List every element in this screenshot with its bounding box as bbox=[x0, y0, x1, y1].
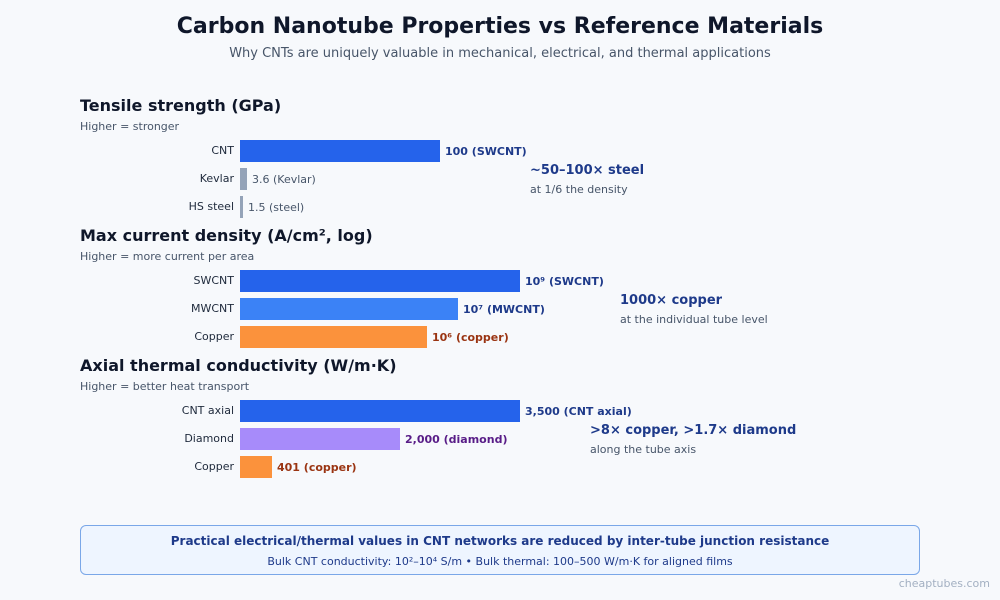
bar bbox=[240, 168, 247, 190]
page-title: Carbon Nanotube Properties vs Reference … bbox=[176, 14, 824, 39]
bar-row: Diamond 2,000 (diamond) bbox=[0, 428, 1000, 450]
footer-note-box: Practical electrical/thermal values in C… bbox=[80, 525, 920, 575]
value-label: 2,000 (diamond) bbox=[405, 433, 508, 446]
value-label: 10⁹ (SWCNT) bbox=[525, 275, 604, 288]
chart-subtitle: Higher = more current per area bbox=[80, 250, 255, 263]
bar bbox=[240, 298, 458, 320]
category-label: Copper bbox=[194, 330, 234, 343]
annotation-sub: at the individual tube level bbox=[620, 313, 768, 326]
bar-row: Kevlar 3.6 (Kevlar) bbox=[0, 168, 1000, 190]
category-label: Diamond bbox=[184, 432, 234, 445]
footer-sub-text: Bulk CNT conductivity: 10²–10⁴ S/m • Bul… bbox=[267, 555, 733, 568]
value-label: 3,500 (CNT axial) bbox=[525, 405, 632, 418]
category-label: MWCNT bbox=[191, 302, 234, 315]
annotation-main: 1000× copper bbox=[620, 293, 723, 308]
bar bbox=[240, 326, 427, 348]
bar bbox=[240, 456, 272, 478]
annotation-sub: at 1/6 the density bbox=[530, 183, 628, 196]
category-label: CNT axial bbox=[181, 404, 234, 417]
chart-subtitle: Higher = better heat transport bbox=[80, 380, 250, 393]
chart-current-density: Max current density (A/cm², log) Higher … bbox=[0, 226, 1000, 356]
bar bbox=[240, 140, 440, 162]
value-label: 10⁶ (copper) bbox=[432, 331, 509, 344]
category-label: Kevlar bbox=[199, 172, 234, 185]
category-label: SWCNT bbox=[193, 274, 235, 287]
chart-tensile-strength: Tensile strength (GPa) Higher = stronger… bbox=[0, 96, 1000, 226]
value-label: 100 (SWCNT) bbox=[445, 145, 527, 158]
watermark: cheaptubes.com bbox=[898, 577, 990, 590]
value-label: 10⁷ (MWCNT) bbox=[463, 303, 545, 316]
value-label: 401 (copper) bbox=[277, 461, 357, 474]
annotation-main: ~50–100× steel bbox=[530, 163, 645, 178]
bar bbox=[240, 270, 520, 292]
bar bbox=[240, 400, 520, 422]
chart-title: Max current density (A/cm², log) bbox=[80, 226, 373, 245]
chart-thermal-conductivity: Axial thermal conductivity (W/m·K) Highe… bbox=[0, 356, 1000, 486]
bar-row: CNT axial 3,500 (CNT axial) bbox=[0, 400, 1000, 422]
bar bbox=[240, 428, 400, 450]
chart-title: Tensile strength (GPa) bbox=[80, 96, 282, 115]
chart-title: Axial thermal conductivity (W/m·K) bbox=[80, 356, 397, 375]
category-label: CNT bbox=[211, 144, 234, 157]
bar-row: SWCNT 10⁹ (SWCNT) bbox=[0, 270, 1000, 292]
footer-main-text: Practical electrical/thermal values in C… bbox=[170, 534, 830, 548]
value-label: 1.5 (steel) bbox=[248, 201, 305, 214]
category-label: Copper bbox=[194, 460, 234, 473]
annotation-main: >8× copper, >1.7× diamond bbox=[590, 423, 797, 438]
annotation-sub: along the tube axis bbox=[590, 443, 697, 456]
bar-row: MWCNT 10⁷ (MWCNT) bbox=[0, 298, 1000, 320]
chart-subtitle: Higher = stronger bbox=[80, 120, 180, 133]
page-subtitle: Why CNTs are uniquely valuable in mechan… bbox=[229, 46, 771, 61]
bar-row: Copper 10⁶ (copper) bbox=[0, 326, 1000, 348]
bar bbox=[240, 196, 243, 218]
category-label: HS steel bbox=[188, 200, 234, 213]
value-label: 3.6 (Kevlar) bbox=[252, 173, 316, 186]
bar-row: Copper 401 (copper) bbox=[0, 456, 1000, 478]
bar-row: CNT 100 (SWCNT) bbox=[0, 140, 1000, 162]
bar-row: HS steel 1.5 (steel) bbox=[0, 196, 1000, 218]
